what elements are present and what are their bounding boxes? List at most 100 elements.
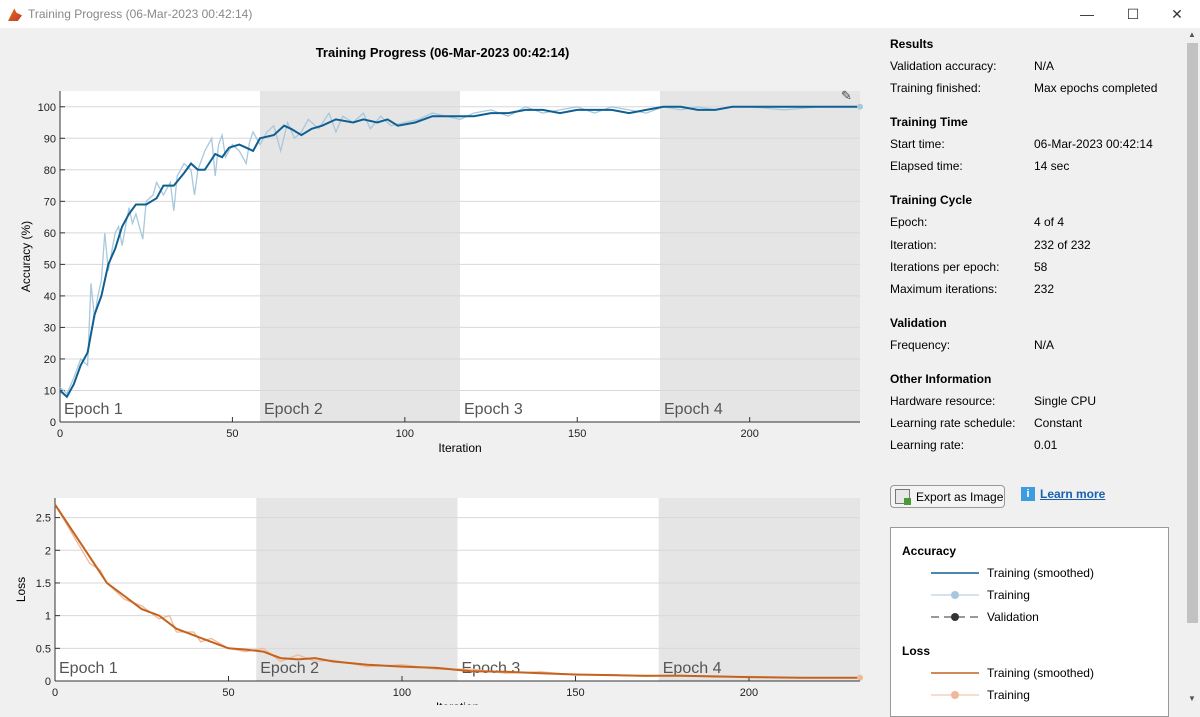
epoch-shade <box>658 498 860 681</box>
y-tick-label: 40 <box>44 291 56 303</box>
info-row: Learning rate schedule: Constant <box>890 416 1180 430</box>
x-tick-label: 200 <box>740 428 758 440</box>
cycle-heading: Training Cycle <box>890 193 973 208</box>
learn-more-link[interactable]: i Learn more <box>1021 487 1105 501</box>
x-tick-label: 100 <box>393 687 411 699</box>
y-tick-label: 30 <box>44 322 56 334</box>
info-value: 58 <box>1034 259 1048 274</box>
info-label: Learning rate schedule: <box>890 416 1016 430</box>
info-value: 14 sec <box>1034 159 1070 174</box>
y-tick-label: 1.5 <box>36 578 51 590</box>
chart-title: Training Progress (06-Mar-2023 00:42:14) <box>315 45 570 60</box>
legend-label: Training <box>987 588 1030 602</box>
legend-label: Training <box>987 688 1030 702</box>
info-label: Start time: <box>890 137 945 152</box>
info-label: Iteration: <box>890 237 937 252</box>
legend-accuracy-heading: Accuracy <box>902 544 957 558</box>
info-row: Learning rate: 0.01 <box>890 438 1180 452</box>
info-value: N/A <box>1034 337 1055 352</box>
epoch-label: Epoch 4 <box>663 660 722 677</box>
info-label: Frequency: <box>890 337 951 352</box>
results-heading: Results <box>890 37 934 51</box>
plots-area: Training Progress (06-Mar-2023 00:42:14)… <box>0 28 880 705</box>
epoch-label: Epoch 3 <box>464 401 523 418</box>
validation-swatch-icon <box>931 613 979 621</box>
epoch-shade <box>260 91 460 422</box>
info-row: Iterations per epoch: 58 <box>890 260 1180 274</box>
x-tick-label: 100 <box>396 428 414 440</box>
legend-item: Training (smoothed) <box>931 566 1094 580</box>
y-tick-label: 90 <box>44 133 56 145</box>
info-label: Maximum iterations: <box>890 282 998 297</box>
minimize-button[interactable]: — <box>1080 6 1094 22</box>
info-row: Iteration: 232 of 232 <box>890 238 1180 252</box>
legend-label: Training (smoothed) <box>987 566 1094 580</box>
info-value: 232 of 232 <box>1034 237 1091 252</box>
y-tick-label: 80 <box>44 165 56 177</box>
epoch-label: Epoch 2 <box>264 401 323 418</box>
raw-line-swatch-icon <box>931 591 979 599</box>
info-label: Elapsed time: <box>890 159 963 174</box>
info-row: Start time: 06-Mar-2023 00:42:14 <box>890 137 1180 151</box>
window-title: Training Progress (06-Mar-2023 00:42:14) <box>28 7 253 21</box>
info-label: Hardware resource: <box>890 393 996 408</box>
y-axis-label: Loss <box>14 577 28 602</box>
title-bar: Training Progress (06-Mar-2023 00:42:14)… <box>0 0 1200 28</box>
export-image-icon <box>895 489 911 505</box>
x-tick-label: 200 <box>740 687 758 699</box>
y-tick-label: 70 <box>44 196 56 208</box>
learn-more-text[interactable]: Learn more <box>1040 487 1106 501</box>
info-row: Hardware resource: Single CPU <box>890 394 1180 408</box>
x-tick-label: 50 <box>222 687 234 699</box>
epoch-label: Epoch 3 <box>462 660 521 677</box>
export-axes-icon[interactable]: ✎ <box>841 88 852 103</box>
epoch-label: Epoch 4 <box>664 401 723 418</box>
epoch-label: Epoch 1 <box>59 660 118 677</box>
other-heading: Other Information <box>890 371 992 386</box>
smoothed-line-swatch-icon <box>931 572 979 574</box>
y-tick-label: 2.5 <box>36 513 51 525</box>
legend-item: Validation <box>931 610 1039 624</box>
y-tick-label: 1 <box>45 611 51 623</box>
info-label: Learning rate: <box>890 438 965 453</box>
time-heading: Training Time <box>890 115 968 130</box>
info-value: Single CPU <box>1034 393 1097 408</box>
x-tick-label: 150 <box>566 687 584 699</box>
maximize-button[interactable]: ☐ <box>1126 5 1140 22</box>
info-label: Training finished: <box>890 81 981 96</box>
x-tick-label: 150 <box>568 428 586 440</box>
legend-label: Training (smoothed) <box>987 666 1094 680</box>
legend-item: Training <box>931 588 1030 602</box>
legend-item: Training (smoothed) <box>931 666 1094 680</box>
raw-training-line <box>59 106 860 395</box>
info-row: Epoch: 4 of 4 <box>890 215 1180 229</box>
x-tick-label: 50 <box>226 428 238 440</box>
scrollbar[interactable]: ▲ ▼ <box>1185 28 1200 705</box>
info-label: Iterations per epoch: <box>890 259 1000 274</box>
info-row: Validation accuracy: N/A <box>890 59 1180 73</box>
y-tick-label: 100 <box>38 102 56 114</box>
validation-heading: Validation <box>890 315 947 330</box>
final-point <box>857 103 863 110</box>
info-value: Constant <box>1034 416 1083 430</box>
x-axis-label: Iteration <box>436 700 479 705</box>
epoch-shade <box>660 91 860 422</box>
y-tick-label: 0 <box>50 417 56 429</box>
scrollbar-thumb[interactable] <box>1187 43 1198 623</box>
y-tick-label: 0 <box>45 676 51 688</box>
smoothed-line-swatch-icon <box>931 672 979 674</box>
raw-line-swatch-icon <box>931 691 979 699</box>
info-value: 4 of 4 <box>1034 215 1065 230</box>
y-tick-label: 50 <box>44 259 56 271</box>
y-tick-label: 60 <box>44 228 56 240</box>
epoch-label: Epoch 1 <box>64 401 123 418</box>
info-row: Training finished: Max epochs completed <box>890 81 1180 95</box>
info-row: Elapsed time: 14 sec <box>890 159 1180 173</box>
epoch-shade <box>256 498 458 681</box>
info-row: Maximum iterations: 232 <box>890 282 1180 296</box>
info-value: 232 <box>1034 282 1055 297</box>
loss-chart: Epoch 1 Epoch 2 Epoch 3 Epoch 4 0 0.5 1 1.5 2 2.5… <box>14 498 863 705</box>
close-button[interactable]: ✕ <box>1171 5 1183 22</box>
export-as-image-button[interactable]: Export as Image <box>890 485 1005 508</box>
x-tick-label: 0 <box>52 687 58 699</box>
